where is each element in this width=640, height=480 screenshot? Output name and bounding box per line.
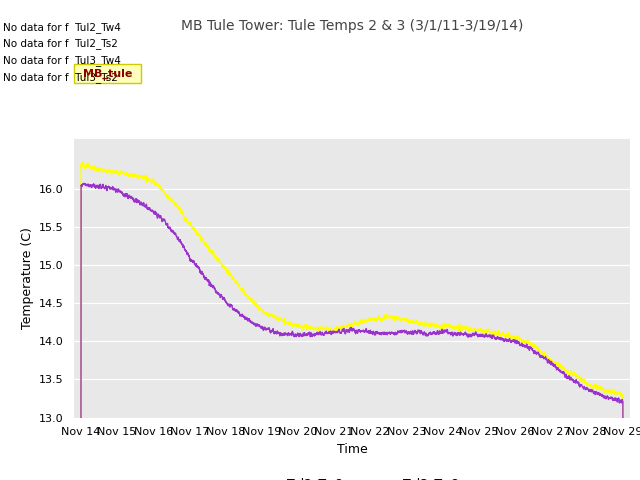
- Text: MB Tule Tower: Tule Temps 2 & 3 (3/1/11-3/19/14): MB Tule Tower: Tule Temps 2 & 3 (3/1/11-…: [181, 19, 523, 33]
- Text: No data for f  Tul3_Tw4: No data for f Tul3_Tw4: [3, 55, 121, 66]
- X-axis label: Time: Time: [337, 443, 367, 456]
- Text: No data for f  Tul2_Ts2: No data for f Tul2_Ts2: [3, 38, 118, 49]
- Text: MB_tule: MB_tule: [83, 68, 132, 79]
- Text: No data for f  Tul2_Tw4: No data for f Tul2_Tw4: [3, 22, 121, 33]
- Legend: Tul2_Ts-8, Tul3_Ts-8: Tul2_Ts-8, Tul3_Ts-8: [241, 472, 463, 480]
- Text: No data for f  Tul3_Ts2: No data for f Tul3_Ts2: [3, 72, 118, 83]
- Y-axis label: Temperature (C): Temperature (C): [20, 228, 33, 329]
